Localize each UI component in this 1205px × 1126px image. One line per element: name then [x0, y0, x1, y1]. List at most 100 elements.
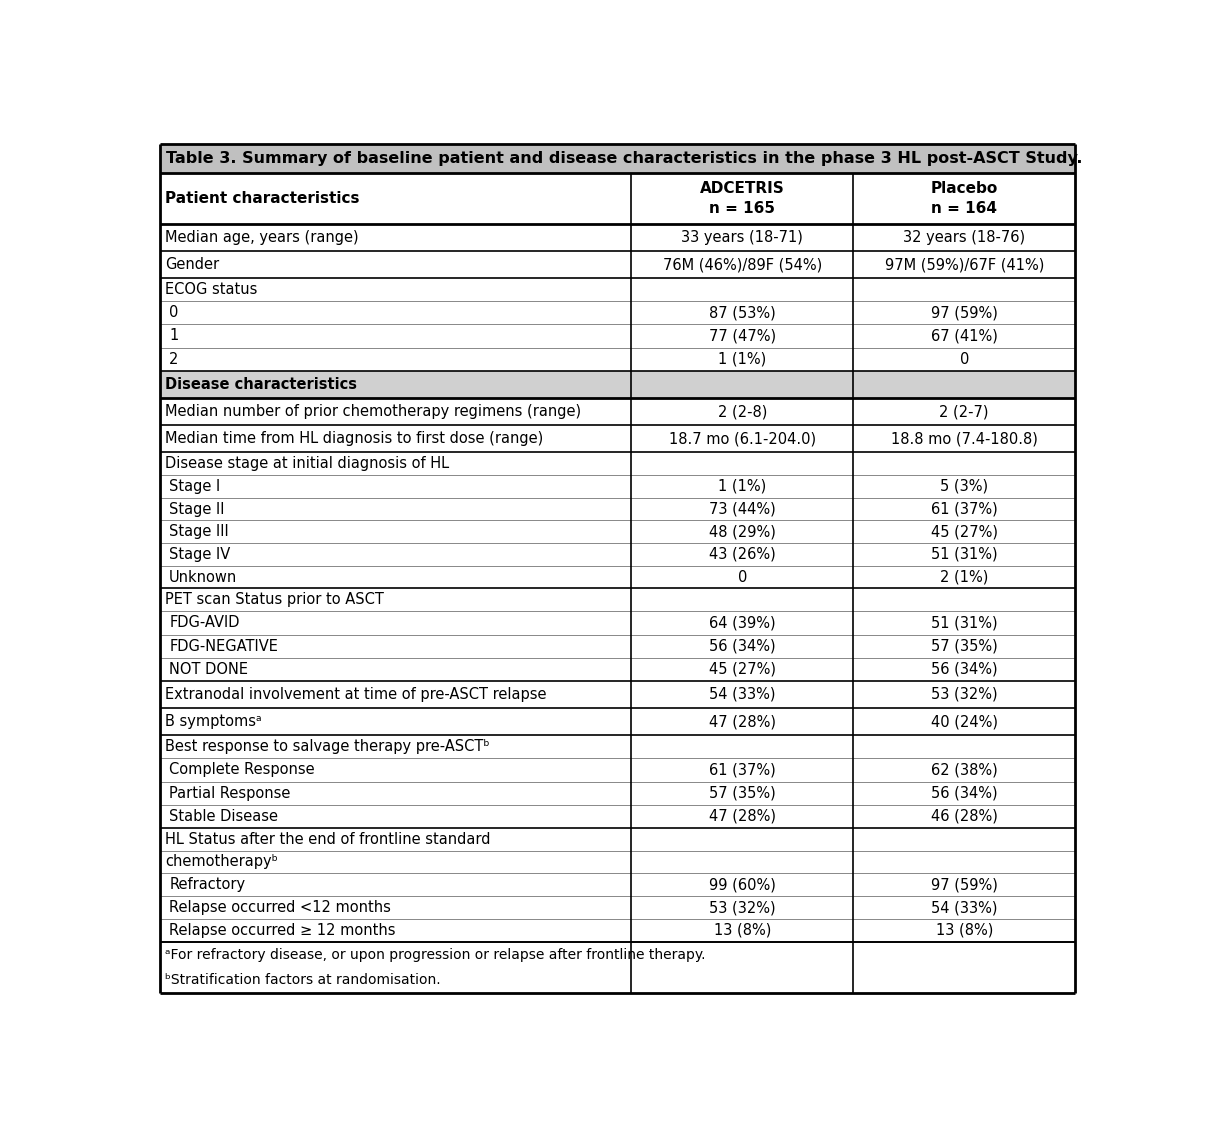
Text: Disease characteristics: Disease characteristics — [165, 377, 358, 392]
Text: 46 (28%): 46 (28%) — [930, 808, 998, 824]
Bar — [853, 426, 1075, 453]
Text: chemotherapyᵇ: chemotherapyᵇ — [165, 855, 278, 869]
Text: NOT DONE: NOT DONE — [169, 662, 248, 677]
Text: 1: 1 — [169, 329, 178, 343]
Bar — [160, 278, 631, 370]
Bar — [631, 278, 853, 370]
Bar — [853, 251, 1075, 278]
Text: 43 (26%): 43 (26%) — [709, 547, 776, 562]
Bar — [160, 370, 631, 397]
Bar — [853, 828, 1075, 941]
Bar — [631, 397, 853, 426]
Bar — [160, 172, 631, 224]
Text: Median time from HL diagnosis to first dose (range): Median time from HL diagnosis to first d… — [165, 431, 543, 446]
Text: 87 (53%): 87 (53%) — [709, 305, 776, 321]
Text: 18.8 mo (7.4-180.8): 18.8 mo (7.4-180.8) — [890, 431, 1038, 446]
Text: 62 (38%): 62 (38%) — [930, 762, 998, 777]
Bar — [853, 172, 1075, 224]
Text: 51 (31%): 51 (31%) — [931, 547, 998, 562]
Text: B symptomsᵃ: B symptomsᵃ — [165, 714, 261, 730]
Text: 13 (8%): 13 (8%) — [713, 923, 771, 938]
Text: Unknown: Unknown — [169, 570, 237, 584]
Text: Stage IV: Stage IV — [169, 547, 230, 562]
Bar — [853, 224, 1075, 251]
Bar — [160, 828, 631, 941]
Text: Disease stage at initial diagnosis of HL: Disease stage at initial diagnosis of HL — [165, 456, 449, 472]
Text: 5 (3%): 5 (3%) — [940, 479, 988, 494]
Text: 47 (28%): 47 (28%) — [709, 714, 776, 730]
Text: Refractory: Refractory — [169, 877, 246, 892]
Text: 57 (35%): 57 (35%) — [930, 638, 998, 653]
Bar — [853, 708, 1075, 735]
Text: 73 (44%): 73 (44%) — [709, 501, 776, 517]
Text: ᵇStratification factors at randomisation.: ᵇStratification factors at randomisation… — [165, 973, 441, 988]
Text: Stable Disease: Stable Disease — [169, 808, 278, 824]
Text: Placebo
n = 164: Placebo n = 164 — [930, 181, 998, 215]
Text: 61 (37%): 61 (37%) — [930, 501, 998, 517]
Text: 45 (27%): 45 (27%) — [930, 525, 998, 539]
Text: FDG-AVID: FDG-AVID — [169, 616, 240, 631]
Text: 77 (47%): 77 (47%) — [709, 329, 776, 343]
Bar — [160, 708, 631, 735]
Text: 32 years (18-76): 32 years (18-76) — [904, 230, 1025, 244]
Text: 0: 0 — [737, 570, 747, 584]
Bar — [160, 144, 1075, 172]
Text: ᵃFor refractory disease, or upon progression or relapse after frontline therapy.: ᵃFor refractory disease, or upon progres… — [165, 948, 706, 962]
Bar — [631, 453, 853, 588]
Text: HL Status after the end of frontline standard: HL Status after the end of frontline sta… — [165, 832, 490, 847]
Bar — [160, 735, 631, 828]
Text: 97 (59%): 97 (59%) — [930, 305, 998, 321]
Text: 54 (33%): 54 (33%) — [931, 900, 998, 915]
Text: Table 3. Summary of baseline patient and disease characteristics in the phase 3 : Table 3. Summary of baseline patient and… — [166, 151, 1082, 166]
Text: 2 (2-8): 2 (2-8) — [718, 404, 766, 419]
Text: 0: 0 — [959, 351, 969, 367]
Text: 76M (46%)/89F (54%): 76M (46%)/89F (54%) — [663, 257, 822, 272]
Text: Best response to salvage therapy pre-ASCTᵇ: Best response to salvage therapy pre-ASC… — [165, 740, 490, 754]
Text: 2 (2-7): 2 (2-7) — [940, 404, 989, 419]
Text: Stage I: Stage I — [169, 479, 221, 494]
Text: 48 (29%): 48 (29%) — [709, 525, 776, 539]
Text: 45 (27%): 45 (27%) — [709, 662, 776, 677]
Bar — [631, 708, 853, 735]
Text: 1 (1%): 1 (1%) — [718, 479, 766, 494]
Bar — [631, 251, 853, 278]
Text: 51 (31%): 51 (31%) — [931, 616, 998, 631]
Text: Relapse occurred <12 months: Relapse occurred <12 months — [169, 900, 392, 915]
Text: 61 (37%): 61 (37%) — [709, 762, 776, 777]
Text: 0: 0 — [169, 305, 178, 321]
Text: 33 years (18-71): 33 years (18-71) — [681, 230, 804, 244]
Bar — [853, 681, 1075, 708]
Bar — [160, 397, 631, 426]
Bar — [853, 453, 1075, 588]
Text: 54 (33%): 54 (33%) — [709, 687, 776, 701]
Text: 40 (24%): 40 (24%) — [930, 714, 998, 730]
Text: Relapse occurred ≥ 12 months: Relapse occurred ≥ 12 months — [169, 923, 395, 938]
Bar — [631, 370, 853, 397]
Bar — [631, 828, 853, 941]
Bar — [853, 397, 1075, 426]
Bar — [160, 426, 631, 453]
Text: 2 (1%): 2 (1%) — [940, 570, 988, 584]
Text: 18.7 mo (6.1-204.0): 18.7 mo (6.1-204.0) — [669, 431, 816, 446]
Text: 56 (34%): 56 (34%) — [931, 662, 998, 677]
Text: 97M (59%)/67F (41%): 97M (59%)/67F (41%) — [884, 257, 1044, 272]
Bar — [160, 251, 631, 278]
Text: 56 (34%): 56 (34%) — [931, 786, 998, 801]
Text: Median age, years (range): Median age, years (range) — [165, 230, 359, 244]
Bar — [631, 426, 853, 453]
Text: PET scan Status prior to ASCT: PET scan Status prior to ASCT — [165, 592, 384, 607]
Bar — [631, 588, 853, 681]
Bar — [160, 453, 631, 588]
Bar — [631, 224, 853, 251]
Bar — [160, 681, 631, 708]
Bar — [160, 941, 1075, 993]
Text: Complete Response: Complete Response — [169, 762, 315, 777]
Bar — [631, 172, 853, 224]
Text: 56 (34%): 56 (34%) — [709, 638, 776, 653]
Text: 53 (32%): 53 (32%) — [709, 900, 776, 915]
Text: 57 (35%): 57 (35%) — [709, 786, 776, 801]
Text: 1 (1%): 1 (1%) — [718, 351, 766, 367]
Bar — [160, 588, 631, 681]
Text: Extranodal involvement at time of pre-ASCT relapse: Extranodal involvement at time of pre-AS… — [165, 687, 547, 701]
Text: 97 (59%): 97 (59%) — [930, 877, 998, 892]
